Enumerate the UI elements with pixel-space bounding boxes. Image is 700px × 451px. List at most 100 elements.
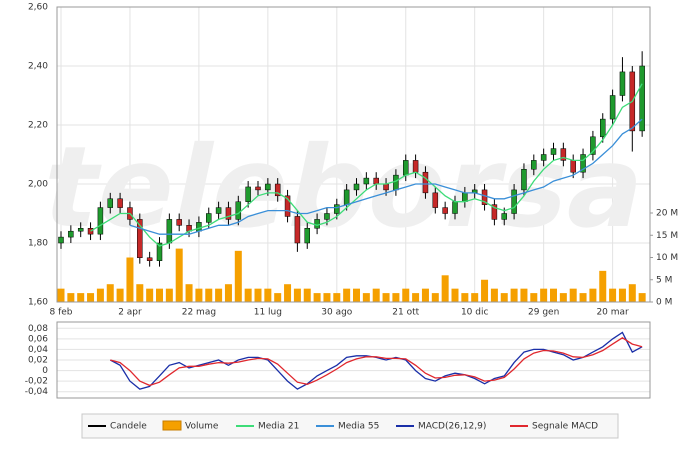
line-series [129,118,643,235]
legend-label: Media 21 [258,422,299,432]
volume-bar [126,257,134,302]
macd-panel-frame [56,321,651,399]
candle-body [609,95,616,120]
volume-bar [353,288,360,302]
volume-bar [333,293,341,302]
y-tick-label: 2,40 [28,62,48,72]
volume-bar [490,288,498,302]
candle-body [265,183,271,191]
candle-body [245,186,251,202]
line-series [90,83,643,247]
volume-bar [569,288,577,302]
candle-body [540,154,547,161]
candle-body [334,204,340,214]
candle-body [619,71,626,96]
y-tick-label: 15 M [656,231,678,241]
y-tick-label: 0,02 [28,356,48,366]
candle-body [570,160,576,173]
volume-bar [412,293,420,302]
volume-bar [559,293,567,302]
y-tick-label: -0,04 [25,387,49,397]
x-tick-label: 11 lug [254,308,282,318]
volume-bar [136,284,144,302]
candle-body [521,169,527,191]
candle-body [176,219,182,226]
x-tick-label: 20 mar [596,308,629,318]
x-tick-label: 22 mag [182,308,216,318]
candle-body [432,192,439,208]
y-tick-label: 0 [42,366,48,376]
candle-body [215,207,222,214]
volume-bar [579,293,587,302]
volume-bar [313,293,321,302]
candle-body [363,177,370,185]
volume-bar [599,270,607,302]
candle-body [511,189,517,214]
volume-bar [421,288,429,302]
volume-bar [618,288,626,302]
candle-body [274,183,281,197]
volume-bar [451,288,459,302]
volume-bar [589,288,597,302]
legend: Candele Volume Media 21 Media 55 MACD(26,12,… [88,420,598,432]
volume-bar [224,284,232,302]
legend-label: Candele [110,422,147,432]
candle-body [412,160,419,173]
y-tick-label: 0,04 [28,345,48,355]
volume-bar [500,293,508,302]
volume-bar [254,288,262,302]
candle-body [324,213,330,220]
candle-body [639,65,645,132]
volume-bar [234,250,242,302]
plot [57,51,646,390]
candle-body [600,118,606,138]
candle-body [393,174,399,191]
candle-body [422,171,429,194]
candle-body [196,222,202,232]
x-tick-label: 29 gen [528,308,559,318]
volume-bar [165,288,173,302]
candle-body [491,204,498,220]
y-tick-label: 2,00 [28,180,48,190]
candle-body [97,207,104,235]
volume-bar [372,288,380,302]
volume-bar [185,284,193,302]
volume-bar [510,288,518,302]
x-tick-label: 8 feb [49,308,72,318]
volume-bar [540,288,548,302]
y-tick-label: 10 M [656,253,678,263]
x-tick-label: 21 ott [392,308,419,318]
volume-bar [550,288,557,302]
volume-bar [293,288,301,302]
y-tick-label: 0 M [656,298,672,308]
legend-label: Media 55 [338,422,379,432]
volume-bar [195,288,203,302]
volume-bar [441,275,449,302]
volume-bar [106,284,114,302]
candle-body [452,201,458,214]
volume-bar [323,293,331,302]
y-tick-label: 0,08 [28,324,48,334]
candle-body [235,201,242,220]
candle-body [206,213,212,223]
volume-bar [67,293,75,302]
volume-bar [343,288,351,302]
volume-bar [274,293,282,302]
volume-bar [431,293,439,302]
candle-body [294,216,301,244]
candle-body [166,219,173,244]
y-tick-label: 20 M [656,209,678,219]
y-tick-label: 2,60 [28,3,48,13]
line-series [110,337,643,387]
volume-bar [638,293,646,302]
volume-bar [156,288,163,302]
candle-body [314,219,320,229]
x-tick-label: 10 dic [461,308,489,318]
volume-bar [382,293,390,302]
volume-bar [362,293,370,302]
watermark: teleborsa [32,122,658,253]
candle-body [481,189,488,205]
y-tick-label: 1,60 [28,298,48,308]
